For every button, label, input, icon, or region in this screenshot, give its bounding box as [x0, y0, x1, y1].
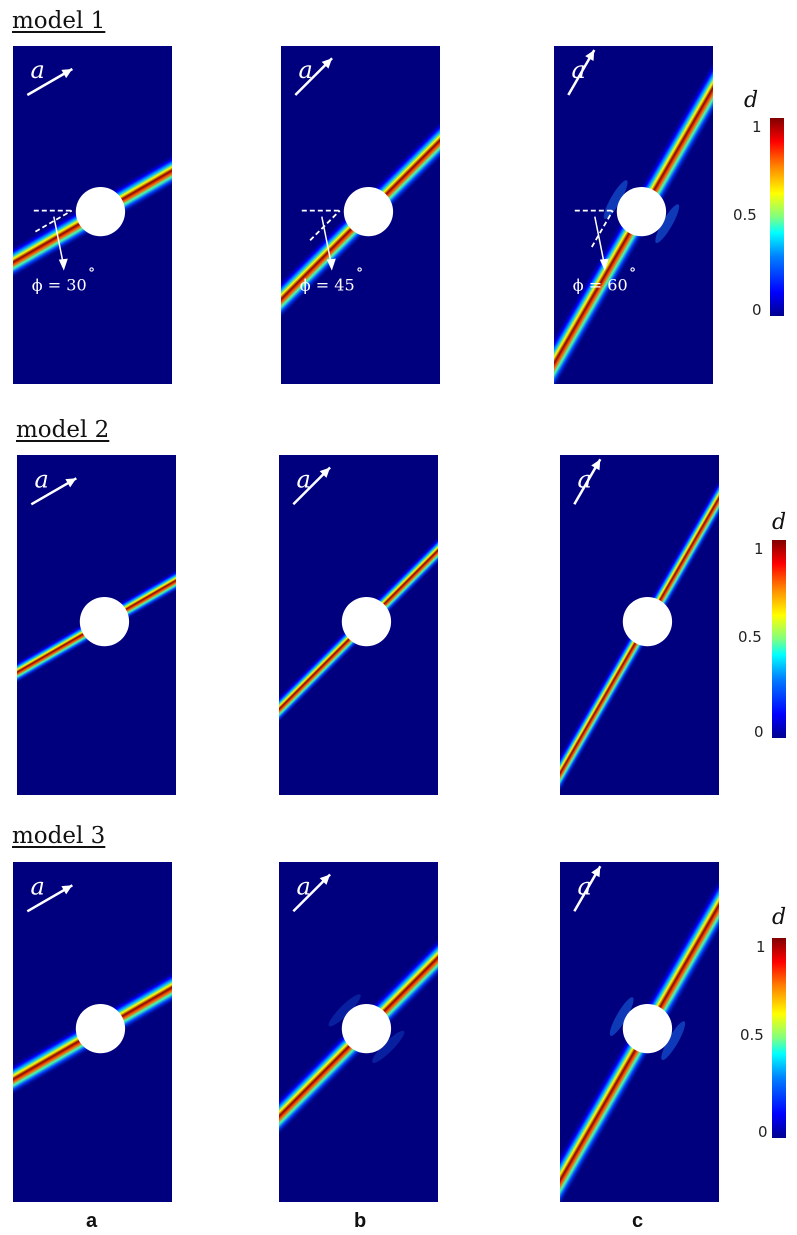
angle-label: ϕ = 45 [300, 276, 355, 295]
hole [341, 596, 392, 647]
loading-direction-label: a [30, 872, 44, 900]
damage-field: a ϕ = 30∘ [13, 49, 172, 374]
model-2-panel-c: a [560, 455, 719, 795]
hole [75, 186, 126, 237]
loading-direction-label: a [571, 56, 585, 84]
colorbar-gradient [772, 540, 786, 738]
colorbar-tick-mid: 0.5 [738, 628, 762, 646]
damage-lobe [328, 994, 361, 1027]
loading-direction-arrow [30, 477, 77, 506]
model-1-panel-c: a ϕ = 60 ∘ [554, 46, 713, 384]
damage-field: a [13, 866, 172, 1191]
angle-annotation [574, 209, 614, 271]
damage-lobe [661, 1021, 686, 1061]
colorbar-model-1: d 1 0.5 0 [730, 88, 790, 328]
colorbar-tick-max: 1 [756, 938, 766, 956]
degree-mark: ∘ [356, 260, 364, 279]
colorbar-tick-min: 0 [758, 1123, 768, 1141]
loading-direction-label: a [296, 872, 310, 900]
colorbar-tick-mid: 0.5 [740, 1026, 764, 1044]
angle-annotation [301, 209, 341, 271]
model-3-title: model 3 [12, 823, 106, 849]
column-label-c: c [632, 1210, 644, 1232]
model-2-panel-a: a [17, 455, 176, 795]
colorbar-model-3: d 1 0.5 0 [730, 905, 790, 1145]
angle-label: ϕ = 60 [573, 276, 628, 295]
angle-annotation [33, 209, 73, 271]
loading-direction-arrow [567, 49, 596, 96]
loading-direction-label: a [577, 465, 591, 493]
loading-direction-label: a [30, 56, 44, 84]
damage-field: a ϕ = 45∘ [281, 46, 440, 384]
damage-field: a [560, 862, 719, 1202]
colorbar-tick-max: 1 [754, 540, 764, 558]
degree-mark: ∘ [88, 260, 96, 279]
loading-direction-arrow [292, 466, 331, 506]
column-label-b: b [354, 1210, 367, 1232]
loading-direction-arrow [294, 57, 333, 96]
loading-direction-arrow [292, 873, 331, 913]
model-1-title: model 1 [12, 8, 106, 34]
loading-direction-label: a [296, 465, 310, 493]
colorbar-gradient [770, 118, 784, 316]
loading-direction-label: a [34, 465, 48, 493]
hole [79, 596, 130, 647]
damage-field: a [279, 455, 438, 795]
column-label-a: a [86, 1210, 98, 1232]
model-3-panel-c: a [560, 862, 719, 1202]
colorbar-title: d [772, 905, 787, 930]
model-1-panel-b: a ϕ = 45 ∘ [281, 46, 440, 384]
hole [622, 596, 673, 647]
loading-direction-arrow [26, 884, 73, 913]
colorbar-title: d [744, 88, 759, 113]
model-1-panel-a: a ϕ = 30 ∘ [13, 46, 172, 384]
loading-direction-arrow [573, 458, 602, 505]
colorbar-title: d [772, 510, 787, 535]
damage-lobe [372, 1030, 405, 1063]
colorbar-tick-min: 0 [752, 301, 762, 319]
damage-field: a [560, 455, 719, 795]
model-3-panel-a: a [13, 862, 172, 1202]
loading-direction-label: a [298, 56, 312, 84]
damage-lobe [603, 180, 628, 219]
loading-direction-label: a [577, 872, 591, 900]
angle-label: ϕ = 30 [32, 276, 87, 295]
colorbar-tick-min: 0 [754, 723, 764, 741]
colorbar-tick-max: 1 [752, 118, 762, 136]
hole [341, 1003, 392, 1054]
damage-field: a [17, 462, 176, 781]
damage-lobe [655, 204, 680, 244]
damage-field: a ϕ = 60∘ [554, 46, 713, 384]
hole [622, 1003, 673, 1054]
model-2-title: model 2 [16, 417, 110, 443]
degree-mark: ∘ [629, 260, 637, 279]
hole [616, 186, 667, 237]
colorbar-gradient [772, 938, 786, 1138]
model-2-panel-b: a [279, 455, 438, 795]
hole [343, 186, 394, 237]
damage-field: a [279, 862, 438, 1202]
model-3-panel-b: a [279, 862, 438, 1202]
colorbar-tick-mid: 0.5 [733, 206, 757, 224]
damage-lobe [609, 997, 634, 1036]
loading-direction-arrow [26, 67, 73, 97]
loading-direction-arrow [573, 865, 602, 912]
hole [75, 1003, 126, 1054]
colorbar-model-2: d 1 0.5 0 [726, 510, 790, 750]
